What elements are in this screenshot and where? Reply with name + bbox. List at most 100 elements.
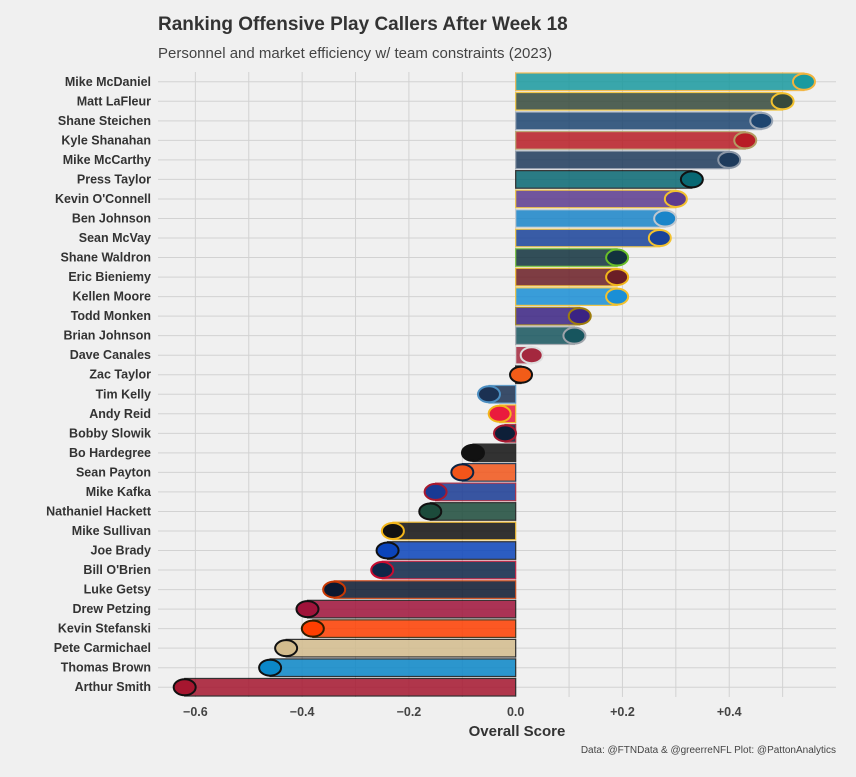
- y-tick-label: Matt LaFleur: [77, 94, 151, 108]
- team-logo-icon: [423, 482, 448, 501]
- team-logo-icon: [172, 678, 197, 697]
- bar: [515, 267, 618, 287]
- team-logo-icon: [749, 111, 774, 130]
- bar: [333, 580, 517, 599]
- bar: [285, 638, 517, 658]
- team-logo-icon: [493, 424, 518, 443]
- team-logo-icon: [258, 658, 283, 677]
- y-tick-label: Thomas Brown: [61, 661, 151, 675]
- team-logo-icon: [322, 580, 347, 599]
- team-logo-icon: [450, 463, 475, 482]
- y-tick-label: Andy Reid: [89, 407, 151, 421]
- team-logo-icon: [717, 150, 742, 169]
- team-logo-icon: [605, 287, 630, 306]
- x-tick-label: 0.0: [507, 705, 524, 719]
- y-tick-label: Luke Getsy: [84, 583, 151, 597]
- team-logo-icon: [567, 307, 592, 326]
- bar: [184, 677, 517, 697]
- team-logo-icon: [274, 639, 299, 658]
- y-tick-label: Brian Johnson: [63, 329, 151, 343]
- y-tick-label: Mike McCarthy: [63, 153, 151, 167]
- bar: [515, 130, 746, 150]
- y-tick-label: Shane Waldron: [60, 251, 151, 265]
- x-tick-label: +0.4: [717, 705, 742, 719]
- team-logo-icon: [375, 541, 400, 560]
- team-logo-icon: [487, 404, 512, 423]
- x-axis-title: Overall Score: [469, 723, 566, 740]
- team-logo-icon: [679, 170, 704, 189]
- bar: [392, 521, 517, 541]
- y-tick-label: Mike Kafka: [86, 485, 152, 499]
- y-tick-label: Ben Johnson: [72, 211, 151, 225]
- chart-subtitle: Personnel and market efficiency w/ team …: [158, 45, 553, 62]
- y-tick-label: Bobby Slowik: [69, 426, 151, 440]
- y-tick-label: Shane Steichen: [58, 114, 151, 128]
- y-tick-label: Kevin O'Connell: [55, 192, 151, 206]
- bar: [515, 150, 730, 170]
- bar: [515, 287, 618, 306]
- bars: [172, 72, 816, 697]
- y-tick-label: Sean McVay: [79, 231, 151, 245]
- team-logo-icon: [300, 619, 325, 638]
- bar: [515, 189, 677, 209]
- x-tick-label: −0.2: [397, 705, 422, 719]
- bar: [515, 248, 618, 267]
- y-tick-label: Dave Canales: [70, 348, 151, 362]
- y-tick-label: Kevin Stefanski: [58, 622, 151, 636]
- y-tick-label: Sean Payton: [76, 465, 151, 479]
- y-tick-label: Zac Taylor: [89, 368, 151, 382]
- team-logo-icon: [733, 131, 758, 150]
- team-logo-icon: [418, 502, 443, 521]
- team-logo-icon: [380, 521, 405, 540]
- x-tick-label: −0.4: [290, 705, 315, 719]
- team-logo-icon: [476, 385, 501, 404]
- y-tick-label: Eric Bieniemy: [68, 270, 151, 284]
- y-tick-label: Nathaniel Hackett: [46, 504, 152, 518]
- team-logo-icon: [647, 229, 672, 248]
- team-logo-icon: [295, 600, 320, 619]
- team-logo-icon: [460, 443, 485, 462]
- bar: [515, 228, 661, 248]
- team-logo-icon: [605, 248, 630, 267]
- x-tick-label: −0.6: [183, 705, 208, 719]
- bar: [435, 482, 517, 502]
- y-tick-label: Tim Kelly: [96, 387, 151, 401]
- team-logo-icon: [770, 92, 795, 111]
- y-tick-label: Mike McDaniel: [65, 75, 151, 89]
- bar: [381, 560, 517, 580]
- team-logo-icon: [562, 326, 587, 345]
- team-logo-icon: [519, 346, 544, 365]
- y-tick-label: Press Taylor: [77, 172, 151, 186]
- y-tick-label: Mike Sullivan: [72, 524, 151, 538]
- bar: [386, 541, 517, 560]
- x-tick-labels: −0.6 −0.4 −0.2 0.0 +0.2 +0.4: [183, 705, 742, 719]
- team-logo-icon: [663, 189, 688, 208]
- bar: [429, 502, 517, 521]
- bar: [515, 91, 784, 111]
- team-logo-icon: [791, 72, 816, 91]
- y-tick-label: Joe Brady: [91, 544, 151, 558]
- bar: [312, 619, 517, 639]
- bar: [515, 170, 693, 189]
- y-tick-label: Bo Hardegree: [69, 446, 151, 460]
- chart-title: Ranking Offensive Play Callers After Wee…: [158, 14, 568, 35]
- bar: [515, 209, 666, 228]
- y-tick-label: Kyle Shanahan: [61, 133, 151, 147]
- bar: [515, 72, 805, 92]
- y-tick-label: Bill O'Brien: [83, 563, 151, 577]
- bar: [515, 111, 762, 131]
- y-tick-label: Arthur Smith: [75, 680, 151, 694]
- x-tick-label: +0.2: [610, 705, 635, 719]
- y-tick-label: Todd Monken: [71, 309, 151, 323]
- team-logo-icon: [509, 365, 534, 384]
- y-tick-labels: Mike McDaniel Matt LaFleur Shane Steichen K…: [46, 75, 152, 694]
- team-logo-icon: [370, 561, 395, 580]
- bar: [269, 658, 517, 678]
- team-logo-icon: [605, 268, 630, 287]
- y-tick-label: Kellen Moore: [73, 290, 152, 304]
- y-tick-label: Pete Carmichael: [54, 641, 151, 655]
- bar: [306, 599, 517, 619]
- chart-caption: Data: @FTNData & @greerreNFL Plot: @Patt…: [580, 745, 836, 756]
